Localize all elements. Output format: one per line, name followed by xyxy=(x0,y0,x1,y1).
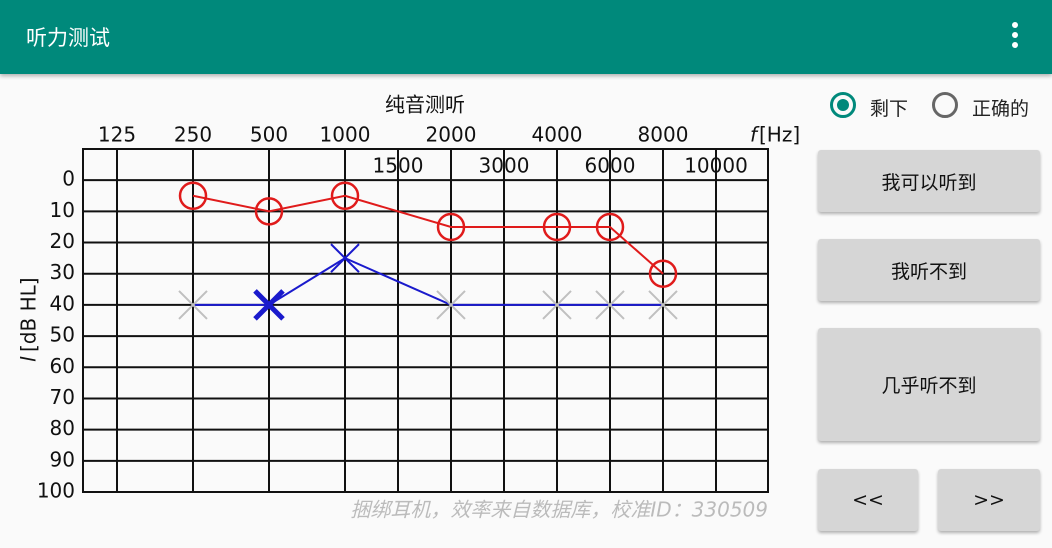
x-label-unit: [Hz] xyxy=(759,123,800,147)
watermark: 捆绑耳机，效率来自数据库，校准ID：330509 xyxy=(350,498,768,522)
button[interactable]: >> xyxy=(938,469,1040,531)
y-tick-label: 30 xyxy=(50,260,75,284)
y-tick-label: 100 xyxy=(37,479,75,503)
series-line xyxy=(192,194,664,275)
button[interactable]: << xyxy=(818,469,918,531)
data-point xyxy=(648,290,678,320)
data-point xyxy=(542,290,572,320)
radio-label: 正确的 xyxy=(972,98,1030,120)
radio-option[interactable]: 剩下 xyxy=(830,92,920,124)
data-point xyxy=(595,290,625,320)
x-tick-label: 125 xyxy=(98,123,136,147)
y-tick-label: 20 xyxy=(50,229,75,253)
button[interactable]: 我可以听到 xyxy=(818,150,1040,212)
radio-label: 剩下 xyxy=(870,98,909,120)
y-label-unit: [dB HL] xyxy=(17,277,41,352)
x-tick-label: 2000 xyxy=(426,123,477,147)
data-point xyxy=(178,181,208,211)
x-tick-label: 1000 xyxy=(320,123,371,147)
app-bar: 听力测试 xyxy=(0,0,1052,74)
data-point xyxy=(436,212,466,242)
radio-circle xyxy=(830,92,856,118)
y-tick-label: 70 xyxy=(50,385,75,409)
audiogram: 纯音测听 f [Hz] l [dB HL] 捆绑耳机，效率来自数据库，校准ID：… xyxy=(17,93,801,522)
y-tick-label: 60 xyxy=(50,354,75,378)
x-tick-label: 4000 xyxy=(532,123,583,147)
radio-option[interactable]: 正确的 xyxy=(932,92,1042,124)
y-tick-label: 80 xyxy=(50,416,75,440)
data-point xyxy=(595,212,625,242)
x-tick-label: 500 xyxy=(250,123,288,147)
y-tick-label: 50 xyxy=(50,323,75,347)
x-label-symbol: f xyxy=(750,123,760,147)
radio-circle xyxy=(932,92,958,118)
y-tick-label: 10 xyxy=(50,198,75,222)
data-point xyxy=(253,289,285,321)
app-title: 听力测试 xyxy=(26,26,110,50)
menu-button[interactable] xyxy=(1012,22,1018,52)
data-point xyxy=(254,197,284,226)
chart-title: 纯音测听 xyxy=(385,93,465,117)
data-point xyxy=(648,259,678,288)
data-point xyxy=(542,212,572,242)
data-point xyxy=(436,290,466,320)
y-tick-label: 0 xyxy=(62,167,75,191)
button[interactable]: 几乎听不到 xyxy=(818,328,1040,441)
data-point xyxy=(330,243,360,273)
y-label-symbol: l xyxy=(17,356,41,362)
y-tick-label: 40 xyxy=(50,291,75,315)
x-tick-label: 250 xyxy=(174,123,212,147)
data-point xyxy=(330,181,360,211)
button[interactable]: 我听不到 xyxy=(818,239,1040,301)
data-point xyxy=(178,290,208,320)
y-tick-label: 90 xyxy=(50,447,75,471)
x-tick-label: 8000 xyxy=(638,123,689,147)
plot-border xyxy=(82,148,769,493)
